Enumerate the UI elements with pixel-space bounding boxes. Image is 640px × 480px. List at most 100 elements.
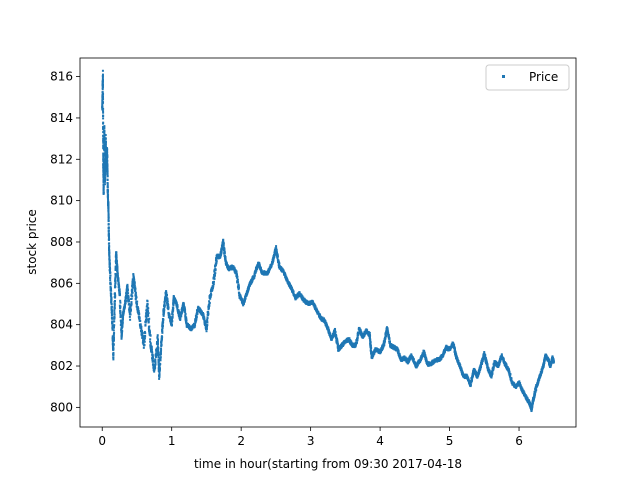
- data-point: [277, 260, 280, 263]
- data-point: [213, 274, 216, 277]
- data-point: [237, 283, 240, 286]
- price-series: [101, 69, 555, 413]
- data-point: [146, 303, 149, 306]
- data-point: [164, 298, 167, 301]
- data-point: [334, 327, 337, 330]
- data-point: [111, 328, 114, 331]
- data-point: [176, 307, 179, 310]
- data-point: [158, 375, 161, 378]
- data-point: [236, 275, 239, 278]
- data-point: [157, 358, 160, 361]
- data-point: [129, 313, 132, 316]
- data-point: [152, 360, 155, 363]
- data-point: [212, 280, 215, 283]
- data-point: [108, 237, 111, 240]
- data-point: [107, 229, 110, 232]
- data-point: [102, 192, 105, 195]
- data-point: [102, 184, 105, 187]
- data-point: [104, 173, 107, 176]
- data-point: [471, 378, 474, 381]
- data-point: [102, 114, 105, 117]
- data-point: [324, 319, 327, 322]
- data-point: [382, 346, 385, 349]
- data-point: [483, 352, 486, 355]
- data-point: [369, 341, 372, 344]
- data-point: [101, 88, 104, 91]
- data-point: [109, 274, 112, 277]
- data-point: [134, 291, 137, 294]
- data-point: [107, 193, 110, 196]
- data-point: [206, 317, 209, 320]
- data-point: [455, 353, 458, 356]
- data-point: [122, 316, 125, 319]
- data-point: [101, 81, 104, 84]
- data-point: [316, 309, 319, 312]
- data-point: [203, 316, 206, 319]
- data-point: [103, 143, 106, 146]
- data-point: [469, 385, 472, 388]
- data-point: [214, 264, 217, 267]
- data-point: [122, 311, 125, 314]
- data-point: [334, 332, 337, 335]
- data-point: [116, 264, 119, 267]
- data-point: [127, 296, 130, 299]
- data-point: [132, 282, 135, 285]
- data-point: [156, 334, 159, 337]
- data-point: [184, 313, 187, 316]
- data-point: [290, 284, 293, 287]
- data-point: [113, 311, 116, 314]
- data-point: [163, 306, 166, 309]
- data-point: [397, 350, 400, 353]
- data-point: [373, 352, 376, 355]
- data-point: [284, 273, 287, 276]
- data-point: [110, 296, 113, 299]
- data-point: [107, 196, 110, 199]
- data-point: [102, 131, 105, 134]
- data-point: [123, 309, 126, 312]
- data-point: [154, 360, 157, 363]
- data-point: [270, 265, 273, 268]
- data-point: [225, 262, 228, 265]
- data-point: [170, 324, 173, 327]
- data-point: [146, 313, 149, 316]
- data-point: [104, 176, 107, 179]
- data-point: [112, 343, 115, 346]
- data-point: [471, 375, 474, 378]
- data-point: [163, 304, 166, 307]
- data-point: [121, 331, 124, 334]
- data-point: [158, 372, 161, 375]
- data-point: [185, 319, 188, 322]
- data-point: [162, 321, 165, 324]
- data-point: [108, 251, 111, 254]
- data-point: [108, 262, 111, 265]
- data-point: [220, 250, 223, 253]
- data-point: [200, 310, 203, 313]
- data-point: [104, 166, 107, 169]
- data-point: [102, 92, 105, 95]
- data-point: [114, 276, 117, 279]
- data-point: [223, 247, 226, 250]
- data-point: [104, 171, 107, 174]
- data-point: [272, 259, 275, 262]
- data-point: [209, 295, 212, 298]
- data-point: [112, 346, 115, 349]
- data-point: [129, 308, 132, 311]
- data-point: [120, 337, 123, 340]
- data-point: [134, 290, 137, 293]
- data-point: [254, 271, 257, 274]
- data-point: [101, 95, 104, 98]
- data-point: [242, 302, 245, 305]
- data-point: [103, 134, 106, 137]
- data-point: [114, 281, 117, 284]
- data-point: [119, 299, 122, 302]
- data-point: [102, 134, 105, 137]
- data-point: [329, 334, 332, 337]
- data-point: [107, 201, 110, 204]
- data-point: [213, 276, 216, 279]
- data-point: [369, 338, 372, 341]
- data-point: [118, 286, 121, 289]
- data-point: [108, 248, 111, 251]
- data-point: [116, 272, 119, 275]
- data-point: [112, 358, 115, 361]
- data-point: [220, 252, 223, 255]
